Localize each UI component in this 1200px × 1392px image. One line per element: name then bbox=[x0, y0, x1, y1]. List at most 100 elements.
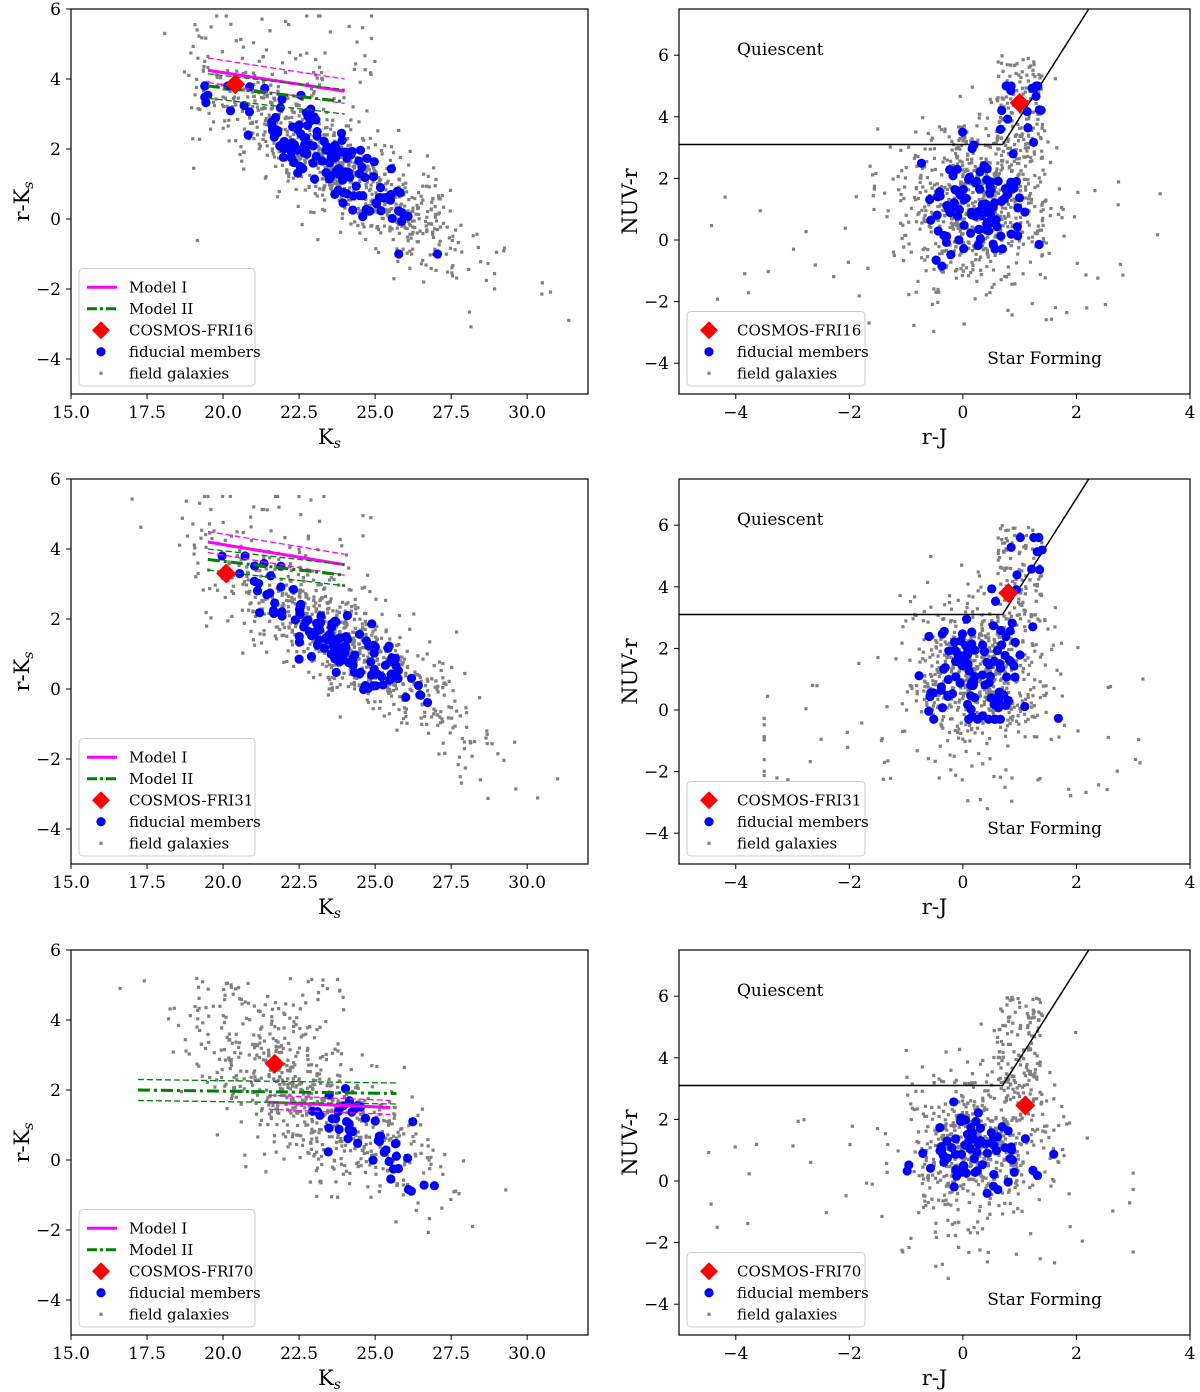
field-galaxy-point bbox=[367, 168, 371, 172]
field-galaxy-point bbox=[286, 179, 290, 183]
field-galaxy-point bbox=[1049, 317, 1054, 321]
field-galaxy-point bbox=[416, 191, 421, 195]
field-galaxy-point bbox=[256, 1078, 260, 1082]
fiducial-member-point bbox=[388, 1164, 398, 1174]
field-galaxy-point bbox=[1031, 126, 1035, 130]
field-galaxy-point bbox=[274, 164, 278, 169]
field-galaxy-point bbox=[945, 187, 949, 192]
field-galaxy-point bbox=[939, 637, 943, 642]
field-galaxy-point bbox=[364, 1134, 368, 1138]
field-galaxy-point bbox=[1060, 216, 1064, 220]
field-galaxy-point bbox=[1010, 313, 1014, 317]
field-galaxy-point bbox=[964, 266, 969, 270]
field-galaxy-point bbox=[317, 1157, 321, 1161]
field-galaxy-point bbox=[259, 1076, 263, 1080]
field-galaxy-point bbox=[416, 1113, 420, 1118]
field-galaxy-point bbox=[944, 642, 949, 646]
field-galaxy-point bbox=[288, 977, 293, 981]
field-galaxy-point bbox=[239, 145, 243, 149]
field-galaxy-point bbox=[1010, 647, 1014, 652]
x-tick-label: 27.5 bbox=[432, 403, 470, 423]
field-galaxy-point bbox=[380, 612, 384, 616]
field-galaxy-point bbox=[1031, 997, 1035, 1002]
field-galaxy-point bbox=[1008, 556, 1013, 561]
field-galaxy-point bbox=[1040, 126, 1044, 130]
field-galaxy-point bbox=[299, 175, 304, 179]
field-galaxy-point bbox=[917, 211, 921, 215]
y-axis-label: r-Ks bbox=[10, 1122, 37, 1162]
field-galaxy-point bbox=[418, 675, 422, 680]
field-galaxy-point bbox=[952, 630, 957, 635]
field-galaxy-point bbox=[363, 658, 367, 662]
field-galaxy-point bbox=[996, 96, 1000, 100]
field-galaxy-point bbox=[341, 212, 345, 216]
field-galaxy-point bbox=[322, 651, 327, 655]
field-galaxy-point bbox=[1023, 196, 1027, 200]
field-galaxy-point bbox=[244, 1016, 249, 1020]
field-galaxy-point bbox=[437, 243, 441, 247]
legend-swatch-members bbox=[96, 817, 106, 827]
field-galaxy-point bbox=[1007, 690, 1011, 695]
fiducial-member-point bbox=[1002, 190, 1013, 200]
fiducial-member-point bbox=[322, 635, 332, 645]
field-galaxy-point bbox=[971, 190, 975, 195]
y-tick-label: −2 bbox=[36, 1221, 61, 1241]
field-galaxy-point bbox=[964, 723, 968, 727]
field-galaxy-point bbox=[281, 622, 285, 626]
field-galaxy-point bbox=[274, 1107, 278, 1111]
field-galaxy-point bbox=[490, 742, 494, 746]
field-galaxy-point bbox=[374, 635, 378, 639]
field-galaxy-point bbox=[401, 661, 405, 665]
field-galaxy-point bbox=[256, 108, 260, 112]
field-galaxy-point bbox=[996, 615, 1000, 619]
field-galaxy-point bbox=[426, 1144, 430, 1148]
field-galaxy-point bbox=[229, 1096, 234, 1101]
field-galaxy-point bbox=[1028, 160, 1032, 164]
field-galaxy-point bbox=[462, 740, 466, 744]
fiducial-member-point bbox=[1006, 85, 1016, 96]
field-galaxy-point bbox=[383, 203, 387, 207]
fiducial-member-point bbox=[355, 145, 366, 155]
field-galaxy-point bbox=[286, 1082, 290, 1087]
field-galaxy-point bbox=[315, 1064, 319, 1068]
field-galaxy-point bbox=[405, 226, 409, 231]
field-galaxy-point bbox=[921, 619, 925, 623]
field-galaxy-point bbox=[397, 708, 401, 712]
field-galaxy-point bbox=[410, 1095, 414, 1099]
field-galaxy-point bbox=[331, 165, 335, 169]
fiducial-member-point bbox=[992, 221, 1002, 232]
field-galaxy-point bbox=[255, 1053, 259, 1057]
field-galaxy-point bbox=[1032, 583, 1037, 587]
field-galaxy-point bbox=[973, 670, 977, 674]
field-galaxy-point bbox=[208, 127, 213, 131]
field-galaxy-point bbox=[1013, 582, 1017, 586]
field-galaxy-point bbox=[1001, 1050, 1005, 1054]
field-galaxy-point bbox=[916, 196, 921, 201]
x-tick-label: 4 bbox=[1185, 873, 1196, 893]
field-galaxy-point bbox=[369, 516, 373, 520]
field-galaxy-point bbox=[297, 594, 301, 598]
field-galaxy-point bbox=[939, 643, 943, 647]
field-galaxy-point bbox=[414, 212, 418, 216]
field-galaxy-point bbox=[332, 1158, 336, 1162]
field-galaxy-point bbox=[940, 718, 945, 722]
field-galaxy-point bbox=[1005, 539, 1010, 543]
field-galaxy-point bbox=[886, 759, 890, 763]
field-galaxy-point bbox=[258, 1041, 262, 1045]
field-galaxy-point bbox=[402, 1132, 406, 1136]
field-galaxy-point bbox=[988, 1119, 992, 1123]
panel-fri16-cm: 15.0 17.5 20.0 22.5 25.0 27.5 30.0−4−20246Ksr-… bbox=[10, 0, 589, 452]
axes-frame bbox=[70, 8, 589, 395]
field-galaxy-point bbox=[277, 1050, 281, 1055]
fiducial-member-point bbox=[959, 220, 969, 231]
field-galaxy-point bbox=[426, 1137, 430, 1142]
field-galaxy-point bbox=[273, 634, 277, 638]
field-galaxy-point bbox=[263, 1003, 267, 1007]
field-galaxy-point bbox=[1023, 609, 1027, 613]
fiducial-member-point bbox=[980, 680, 990, 690]
field-galaxy-point bbox=[1022, 138, 1026, 142]
field-galaxy-point bbox=[407, 198, 411, 202]
field-galaxy-point bbox=[1000, 96, 1004, 100]
field-galaxy-point bbox=[180, 516, 184, 520]
field-galaxy-point bbox=[914, 613, 918, 618]
